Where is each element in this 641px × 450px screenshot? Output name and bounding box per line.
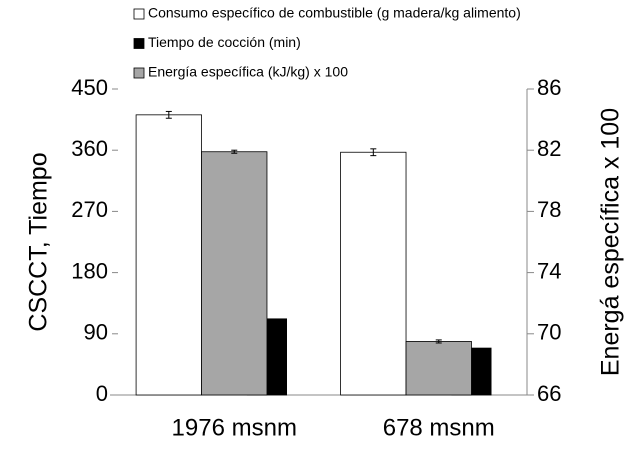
error-bar xyxy=(435,339,442,344)
y2-tick-label: 66 xyxy=(537,381,561,406)
bar xyxy=(340,151,407,396)
error-bar xyxy=(370,148,377,157)
y-tick-label: 270 xyxy=(71,197,108,222)
y-axis-label: CSCCT, Tiempo xyxy=(25,152,53,331)
legend-label: Consumo específico de combustible (g mad… xyxy=(148,5,521,21)
y2-tick-label: 82 xyxy=(537,136,561,161)
legend-label: Tiempo de cocción (min) xyxy=(148,34,301,50)
legend-swatch xyxy=(133,67,145,79)
y2-axis-label: Energá específica x 100 xyxy=(597,108,625,376)
bar xyxy=(135,114,202,396)
legend-swatch xyxy=(133,8,145,20)
error-bar xyxy=(165,110,172,119)
bar xyxy=(405,341,472,396)
x-tick-label: 678 msnm xyxy=(383,414,495,441)
error-bar xyxy=(231,149,238,154)
y-tick-label: 0 xyxy=(96,381,108,406)
y-tick-label: 90 xyxy=(84,320,108,345)
bar xyxy=(201,151,268,396)
legend-label: Energía específica (kJ/kg) x 100 xyxy=(148,64,348,80)
y-tick-label: 360 xyxy=(71,136,108,161)
y2-tick-label: 78 xyxy=(537,197,561,222)
y-tick-label: 450 xyxy=(71,75,108,100)
legend-swatch xyxy=(133,38,145,49)
y2-tick-label: 86 xyxy=(537,75,561,100)
y2-tick-label: 74 xyxy=(537,258,561,283)
x-tick-label: 1976 msnm xyxy=(172,414,297,441)
y-tick-label: 180 xyxy=(71,258,108,283)
y2-tick-label: 70 xyxy=(537,320,561,345)
